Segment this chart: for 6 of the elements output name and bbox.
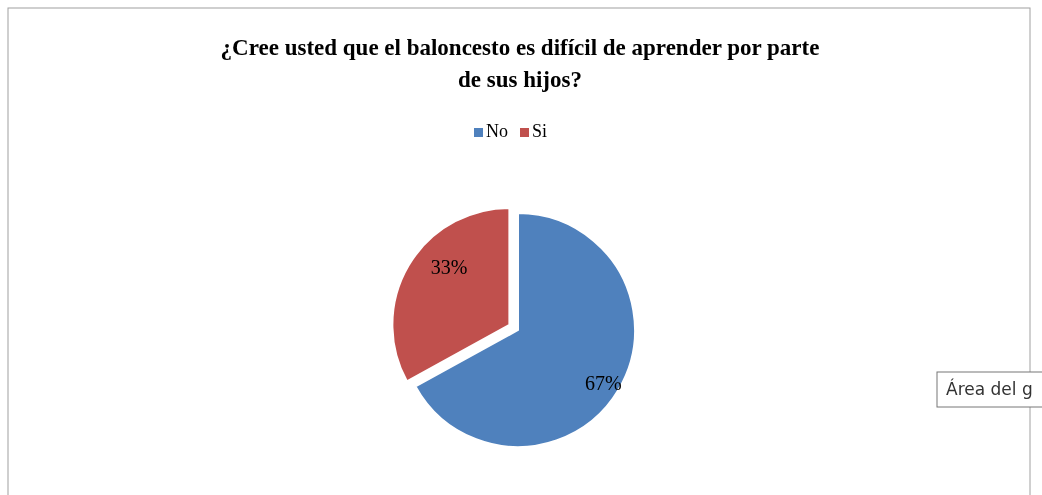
- data-label: 67%: [585, 372, 622, 395]
- tooltip: Área del g: [936, 371, 1042, 408]
- legend-label: No: [486, 121, 508, 141]
- chart-title: ¿Cree usted que el baloncesto es difícil de aprender por parte de sus hijos?: [220, 35, 820, 92]
- legend-label: Si: [532, 121, 548, 141]
- data-label: 33%: [430, 255, 468, 278]
